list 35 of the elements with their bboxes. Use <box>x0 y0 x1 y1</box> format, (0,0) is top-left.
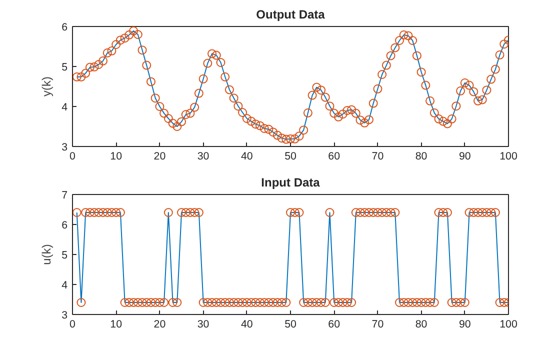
x-tick-label: 70 <box>372 150 384 162</box>
x-tick-label: 50 <box>284 150 296 162</box>
y-tick-label: 3 <box>62 310 68 322</box>
y-tick-label: 5 <box>62 62 68 74</box>
x-tick-label: 30 <box>197 318 210 330</box>
x-tick-label: 0 <box>70 150 76 162</box>
x-tick-label: 70 <box>372 318 384 330</box>
y-tick-label: 6 <box>62 22 68 34</box>
chart-title: Input Data <box>261 176 320 190</box>
x-tick-label: 30 <box>197 150 210 162</box>
x-tick-label: 20 <box>154 150 166 162</box>
x-tick-label: 50 <box>284 318 296 330</box>
x-tick-label: 20 <box>154 318 166 330</box>
x-tick-label: 80 <box>415 150 428 162</box>
y-tick-label: 6 <box>62 220 68 232</box>
x-tick-label: 40 <box>240 150 253 162</box>
x-tick-label: 90 <box>458 318 471 330</box>
y-tick-label: 7 <box>62 190 68 202</box>
y-tick-label: 4 <box>62 102 68 114</box>
x-tick-label: 10 <box>110 150 122 162</box>
y-axis-title: u(k) <box>40 244 54 265</box>
chart-title: Output Data <box>256 8 326 22</box>
x-tick-label: 80 <box>415 318 428 330</box>
x-tick-label: 60 <box>328 150 340 162</box>
x-tick-label: 40 <box>240 318 253 330</box>
y-tick-label: 5 <box>62 250 68 262</box>
y-tick-label: 3 <box>62 142 68 154</box>
x-tick-label: 0 <box>70 318 76 330</box>
y-tick-label: 4 <box>62 280 68 292</box>
x-tick-label: 10 <box>110 318 122 330</box>
x-tick-label: 100 <box>500 318 518 330</box>
x-tick-label: 100 <box>500 150 518 162</box>
x-tick-label: 60 <box>328 318 340 330</box>
y-axis-title: y(k) <box>40 76 54 96</box>
x-tick-label: 90 <box>458 150 471 162</box>
